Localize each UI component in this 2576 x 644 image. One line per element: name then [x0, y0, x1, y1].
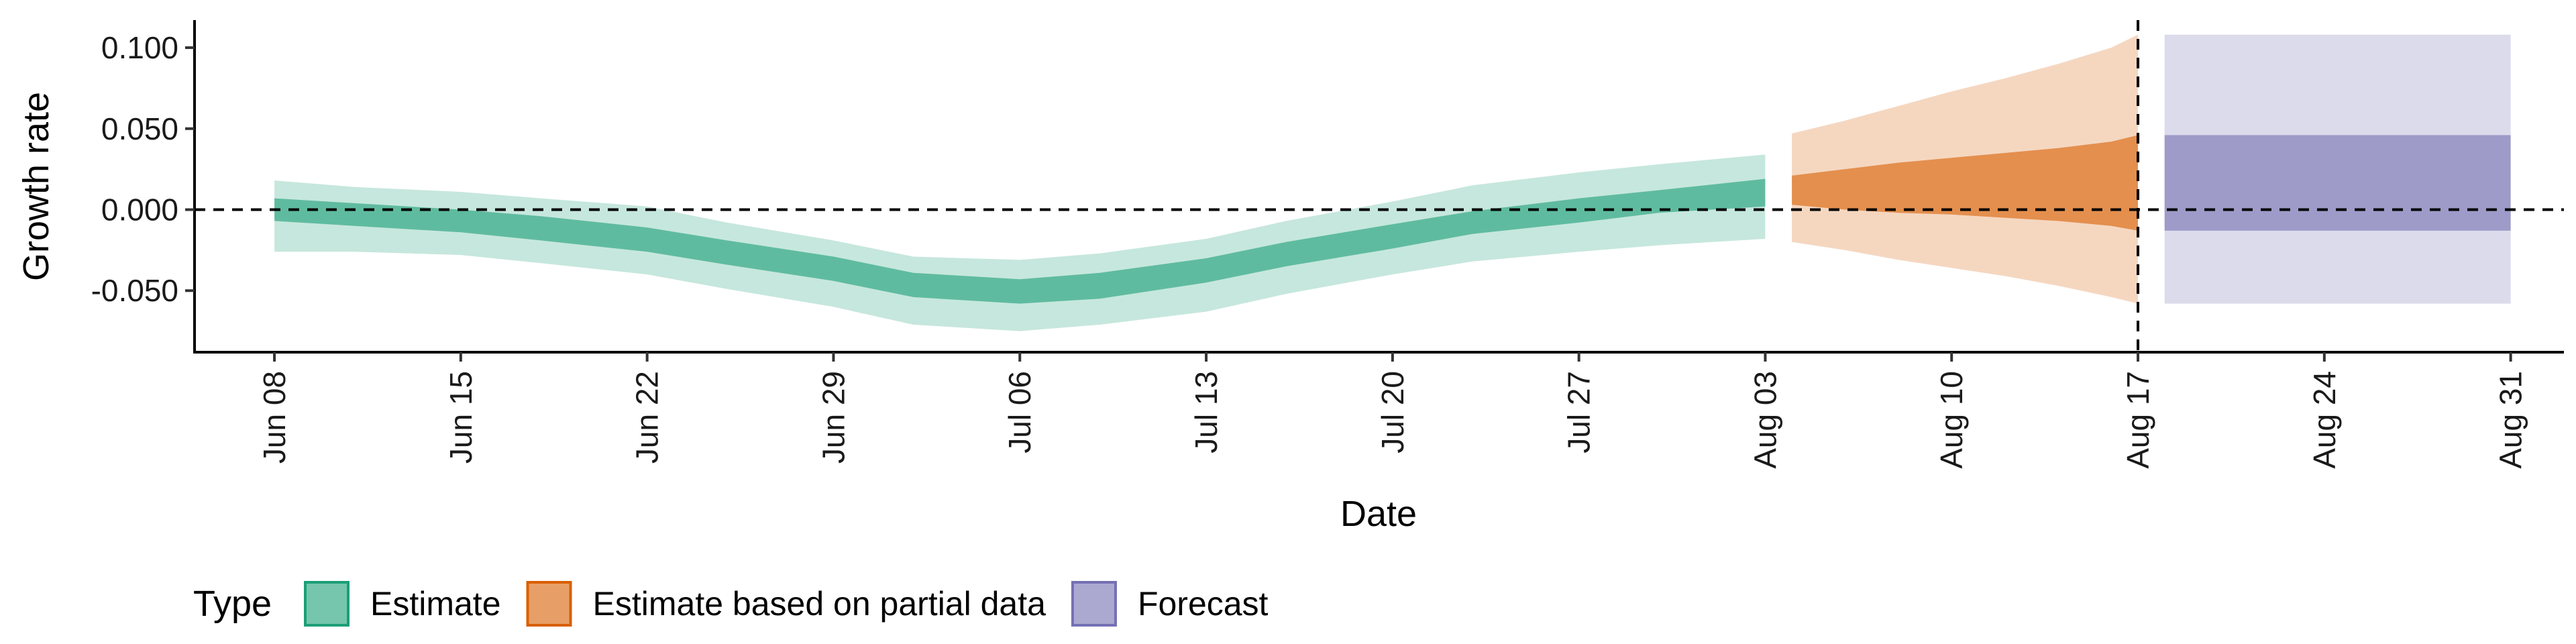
x-tick-label: Jun 29 [816, 371, 851, 464]
axes-layer [193, 20, 2564, 354]
x-tick-label: Aug 17 [2121, 371, 2155, 469]
x-tick-label: Jul 20 [1375, 371, 1410, 453]
legend-key-forecast [1071, 581, 1117, 627]
estimate-band-50 [274, 178, 1766, 304]
legend-entries: Estimate Estimate based on partial data Fo… [304, 581, 1269, 627]
x-tick-label: Aug 31 [2493, 371, 2528, 469]
legend-label-forecast: Forecast [1138, 585, 1269, 623]
x-tick-label: Jul 13 [1189, 371, 1224, 453]
x-axis-title: Date [1340, 494, 1417, 534]
estimate-band-90 [274, 154, 1766, 331]
bands-layer [274, 34, 2511, 331]
x-tick-label: Aug 24 [2307, 371, 2342, 469]
reference-lines-layer [195, 20, 2564, 352]
legend-label-estimate: Estimate [370, 585, 501, 623]
x-tick-label: Jun 08 [257, 371, 292, 464]
x-tick-label: Aug 03 [1748, 371, 1782, 469]
y-tick-label: 0.050 [101, 111, 178, 146]
y-ticks: 0.100 0.050 0.000 -0.050 [91, 30, 195, 308]
legend-key-estimate-based-on-partial-data [526, 581, 572, 627]
legend-title: Type [193, 584, 272, 624]
legend-label-estimate-based-on-partial-data: Estimate based on partial data [593, 585, 1046, 623]
y-axis-title: Growth rate [16, 92, 56, 281]
y-tick-label: 0.100 [101, 30, 178, 65]
y-tick-label: 0.000 [101, 193, 178, 227]
forecast-band-50 [2164, 135, 2511, 231]
y-tick-label: -0.050 [91, 273, 178, 308]
x-tick-label: Jul 06 [1002, 371, 1037, 453]
x-tick-label: Aug 10 [1934, 371, 1969, 469]
legend-key-estimate [304, 581, 350, 627]
x-ticks: Jun 08 Jun 15 Jun 22 Jun 29 Jul 06 Jul 13 Jul … [257, 352, 2528, 469]
x-tick-label: Jun 22 [630, 371, 665, 464]
estimate-based-on-partial-data-band-50 [1792, 135, 2138, 231]
x-tick-label: Jun 15 [443, 371, 478, 464]
x-tick-label: Jul 27 [1562, 371, 1597, 453]
legend: Type Estimate Estimate based on partial d… [193, 581, 1269, 627]
